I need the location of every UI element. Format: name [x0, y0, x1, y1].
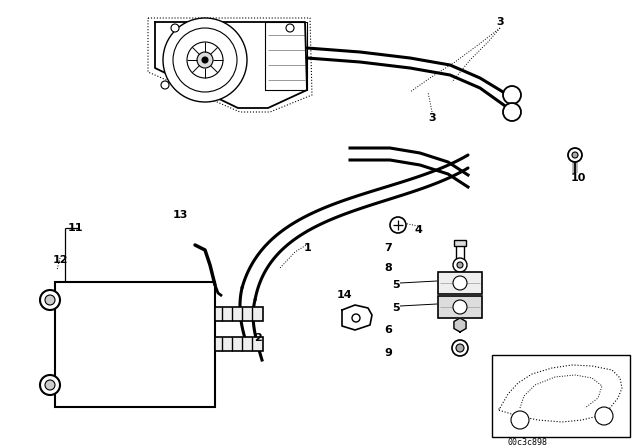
- Text: 14: 14: [337, 290, 353, 300]
- Text: 9: 9: [384, 348, 392, 358]
- Circle shape: [503, 103, 521, 121]
- Circle shape: [511, 411, 529, 429]
- Circle shape: [173, 28, 237, 92]
- Circle shape: [187, 42, 223, 78]
- Text: 10: 10: [570, 173, 586, 183]
- Circle shape: [40, 290, 60, 310]
- Polygon shape: [342, 305, 372, 330]
- Text: 12: 12: [52, 255, 68, 265]
- Text: 00c3c898: 00c3c898: [508, 438, 548, 447]
- Text: 5: 5: [392, 303, 400, 313]
- Bar: [55, 282, 215, 407]
- Text: 3: 3: [496, 17, 504, 27]
- Circle shape: [202, 57, 208, 63]
- Circle shape: [45, 380, 55, 390]
- Text: 8: 8: [384, 263, 392, 273]
- Text: 11: 11: [67, 223, 83, 233]
- Circle shape: [568, 148, 582, 162]
- Text: 1: 1: [304, 243, 312, 253]
- Circle shape: [197, 52, 213, 68]
- Bar: [215, 307, 263, 321]
- Circle shape: [452, 340, 468, 356]
- Text: 3: 3: [428, 113, 436, 123]
- Text: 4: 4: [414, 225, 422, 235]
- Circle shape: [390, 217, 406, 233]
- Circle shape: [171, 24, 179, 32]
- Polygon shape: [265, 22, 307, 90]
- Circle shape: [40, 375, 60, 395]
- Circle shape: [163, 18, 247, 102]
- Circle shape: [595, 407, 613, 425]
- Circle shape: [453, 258, 467, 272]
- Text: 6: 6: [384, 325, 392, 335]
- Circle shape: [503, 86, 521, 104]
- Circle shape: [286, 24, 294, 32]
- Polygon shape: [155, 22, 307, 108]
- Text: 2: 2: [254, 333, 262, 343]
- Bar: [438, 272, 482, 294]
- Circle shape: [456, 344, 464, 352]
- Bar: [215, 337, 263, 351]
- Bar: [492, 355, 630, 437]
- Text: 5: 5: [392, 280, 400, 290]
- Circle shape: [352, 314, 360, 322]
- Polygon shape: [454, 318, 466, 332]
- Bar: [456, 245, 464, 260]
- Circle shape: [457, 262, 463, 268]
- Circle shape: [453, 300, 467, 314]
- Bar: [454, 240, 466, 246]
- Circle shape: [453, 276, 467, 290]
- Circle shape: [572, 152, 578, 158]
- Bar: [438, 296, 482, 318]
- Circle shape: [45, 295, 55, 305]
- Text: 13: 13: [172, 210, 188, 220]
- Text: 7: 7: [384, 243, 392, 253]
- Circle shape: [161, 81, 169, 89]
